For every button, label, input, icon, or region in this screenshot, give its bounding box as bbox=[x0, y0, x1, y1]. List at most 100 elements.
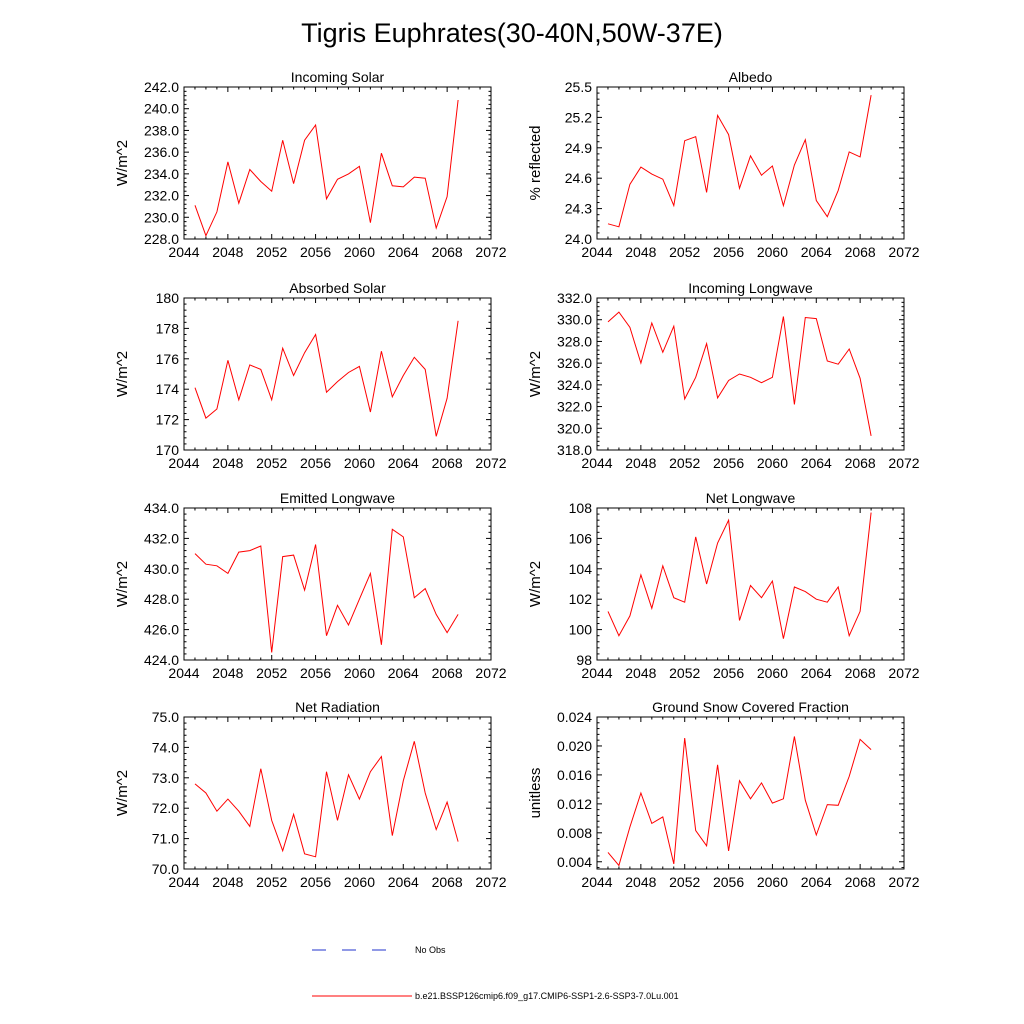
y-tick-label: 328.0 bbox=[557, 333, 592, 349]
y-tick-label: 0.012 bbox=[557, 796, 592, 812]
chart-panels: Incoming Solar W/m^2 2044 2048 2052 2056 2060 2… bbox=[114, 69, 920, 890]
y-tick-label: 73.0 bbox=[152, 770, 179, 786]
chart-panel: Net Radiation W/m^2 2044 2048 2052 2056 2060 20… bbox=[114, 699, 507, 890]
x-tick-label: 2060 bbox=[757, 665, 788, 681]
panel-title: Incoming Longwave bbox=[688, 280, 813, 296]
plot-frame bbox=[183, 86, 492, 240]
chart-panel: Emitted Longwave W/m^2 2044 2048 2052 2056 206… bbox=[114, 490, 507, 681]
y-tick-label: 326.0 bbox=[557, 355, 592, 371]
x-tick-label: 2044 bbox=[581, 874, 612, 890]
y-tick-label: 428.0 bbox=[144, 591, 179, 607]
series-line bbox=[194, 741, 459, 858]
chart-panel: Absorbed Solar W/m^2 2044 2048 2052 2056 2060 2… bbox=[114, 280, 507, 471]
chart-panel: Ground Snow Covered Fraction unitless 2044… bbox=[527, 699, 920, 890]
x-tick-label: 2056 bbox=[300, 244, 331, 260]
y-tick-label: 434.0 bbox=[144, 500, 179, 516]
x-tick-label: 2068 bbox=[845, 665, 876, 681]
x-tick-label: 2048 bbox=[212, 665, 243, 681]
y-tick-label: 320.0 bbox=[557, 420, 592, 436]
x-tick-label: 2052 bbox=[256, 455, 287, 471]
y-tick-label: 0.004 bbox=[557, 854, 592, 870]
series-line bbox=[194, 320, 459, 437]
x-tick-label: 2052 bbox=[256, 244, 287, 260]
x-tick-label: 2048 bbox=[212, 874, 243, 890]
x-tick-label: 2072 bbox=[888, 665, 919, 681]
x-tick-label: 2060 bbox=[344, 455, 375, 471]
y-tick-label: 330.0 bbox=[557, 312, 592, 328]
x-tick-label: 2052 bbox=[669, 874, 700, 890]
y-tick-label: 230.0 bbox=[144, 209, 179, 225]
y-tick-label: 430.0 bbox=[144, 561, 179, 577]
legend-model-label: b.e21.BSSP126cmip6.f09_g17.CMIP6-SSP1-2.… bbox=[415, 991, 679, 1001]
x-tick-label: 2056 bbox=[300, 665, 331, 681]
x-tick-label: 2064 bbox=[388, 244, 419, 260]
legend: No Obs b.e21.BSSP126cmip6.f09_g17.CMIP6-… bbox=[312, 945, 679, 1001]
x-tick-label: 2064 bbox=[801, 665, 832, 681]
y-tick-label: 0.016 bbox=[557, 767, 592, 783]
y-tick-label: 25.2 bbox=[565, 109, 592, 125]
x-tick-label: 2068 bbox=[432, 455, 463, 471]
x-tick-label: 2064 bbox=[801, 244, 832, 260]
x-tick-label: 2048 bbox=[625, 244, 656, 260]
y-tick-label: 70.0 bbox=[152, 861, 179, 877]
y-tick-label: 178 bbox=[156, 320, 180, 336]
y-tick-label: 424.0 bbox=[144, 652, 179, 668]
y-tick-label: 24.9 bbox=[565, 140, 592, 156]
y-tick-label: 24.6 bbox=[565, 170, 592, 186]
x-tick-label: 2048 bbox=[212, 244, 243, 260]
y-tick-label: 0.008 bbox=[557, 825, 592, 841]
y-tick-label: 322.0 bbox=[557, 399, 592, 415]
y-axis-label: W/m^2 bbox=[114, 140, 131, 186]
y-axis-label: % reflected bbox=[527, 125, 544, 200]
x-tick-label: 2060 bbox=[757, 874, 788, 890]
x-tick-label: 2044 bbox=[168, 874, 199, 890]
x-tick-label: 2068 bbox=[845, 244, 876, 260]
y-axis-label: W/m^2 bbox=[527, 351, 544, 397]
y-axis-label: W/m^2 bbox=[114, 351, 131, 397]
x-tick-label: 2048 bbox=[625, 874, 656, 890]
x-tick-label: 2044 bbox=[168, 244, 199, 260]
x-tick-label: 2072 bbox=[475, 665, 506, 681]
panel-title: Emitted Longwave bbox=[280, 490, 395, 506]
x-tick-label: 2044 bbox=[581, 665, 612, 681]
y-axis-label: W/m^2 bbox=[114, 770, 131, 816]
x-tick-label: 2064 bbox=[388, 874, 419, 890]
y-tick-label: 170 bbox=[156, 442, 180, 458]
y-axis-label: unitless bbox=[527, 768, 544, 819]
panel-title: Net Radiation bbox=[295, 699, 380, 715]
y-tick-label: 106 bbox=[569, 530, 593, 546]
x-tick-label: 2056 bbox=[713, 874, 744, 890]
panel-title: Absorbed Solar bbox=[289, 280, 386, 296]
x-tick-label: 2060 bbox=[344, 874, 375, 890]
x-tick-label: 2068 bbox=[432, 244, 463, 260]
x-tick-label: 2048 bbox=[625, 665, 656, 681]
y-tick-label: 324.0 bbox=[557, 377, 592, 393]
x-tick-label: 2064 bbox=[388, 455, 419, 471]
x-tick-label: 2060 bbox=[344, 665, 375, 681]
x-tick-label: 2068 bbox=[845, 455, 876, 471]
y-tick-label: 172 bbox=[156, 412, 180, 428]
x-tick-label: 2048 bbox=[212, 455, 243, 471]
y-tick-label: 100 bbox=[569, 622, 593, 638]
x-tick-label: 2072 bbox=[475, 874, 506, 890]
x-tick-label: 2072 bbox=[888, 874, 919, 890]
series-line bbox=[194, 99, 459, 238]
y-tick-label: 71.0 bbox=[152, 831, 179, 847]
y-tick-label: 240.0 bbox=[144, 101, 179, 117]
y-tick-label: 426.0 bbox=[144, 622, 179, 638]
y-tick-label: 234.0 bbox=[144, 166, 179, 182]
y-tick-label: 174 bbox=[156, 381, 180, 397]
y-tick-label: 24.3 bbox=[565, 201, 592, 217]
series-line bbox=[607, 512, 872, 639]
series-line bbox=[194, 528, 459, 653]
y-tick-label: 180 bbox=[156, 290, 180, 306]
series-line bbox=[607, 311, 872, 436]
plot-frame bbox=[183, 716, 492, 870]
panel-title: Net Longwave bbox=[706, 490, 796, 506]
x-tick-label: 2068 bbox=[432, 665, 463, 681]
y-axis-label: W/m^2 bbox=[527, 561, 544, 607]
y-tick-label: 242.0 bbox=[144, 79, 179, 95]
x-tick-label: 2072 bbox=[888, 244, 919, 260]
x-tick-label: 2072 bbox=[475, 244, 506, 260]
